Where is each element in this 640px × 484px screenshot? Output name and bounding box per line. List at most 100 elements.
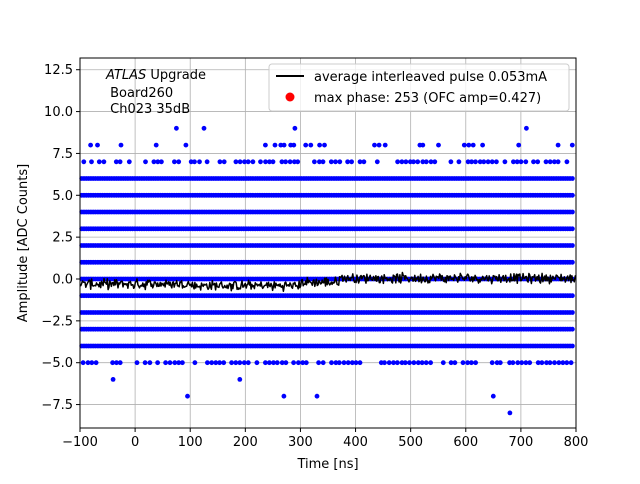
sample-point — [172, 360, 178, 366]
sample-point — [322, 142, 327, 148]
sample-point — [490, 393, 496, 399]
y-tick-label: −2.5 — [41, 314, 73, 329]
sample-point — [237, 377, 243, 382]
sample-point — [279, 360, 285, 366]
x-tick-label: 200 — [233, 435, 258, 450]
sample-point — [552, 159, 557, 165]
sample-point — [568, 360, 574, 366]
sample-point — [465, 360, 470, 366]
sample-point — [192, 360, 198, 366]
sample-point — [519, 360, 525, 366]
sample-point — [357, 360, 363, 366]
sample-point — [515, 360, 521, 366]
sample-point — [399, 360, 405, 366]
sample-point — [473, 159, 478, 165]
sample-point — [197, 159, 202, 165]
sample-point — [523, 159, 529, 165]
y-tick-label: 7.5 — [52, 147, 73, 162]
sample-point — [333, 159, 338, 165]
sample-point — [142, 360, 148, 366]
sample-point — [287, 159, 293, 165]
x-tick-label: 400 — [343, 435, 368, 450]
sample-point — [523, 360, 529, 366]
sample-point — [494, 159, 499, 165]
sample-point — [411, 159, 416, 165]
sample-point — [497, 360, 503, 366]
sample-point — [245, 159, 251, 165]
sample-point — [110, 377, 116, 382]
sample-point — [465, 159, 471, 165]
sample-point — [117, 159, 123, 165]
sample-point — [564, 159, 570, 165]
sample-point — [278, 142, 284, 148]
sample-point — [300, 360, 306, 366]
x-axis-ticks: −100 0 100 200 300 400 500 600 700 800 — [62, 428, 588, 450]
sample-point — [88, 142, 93, 148]
sample-point — [560, 360, 566, 366]
sample-point — [242, 159, 247, 165]
sample-point — [303, 142, 309, 148]
sample-point — [570, 310, 575, 315]
sample-point — [89, 159, 94, 165]
plot-frame — [79, 57, 577, 429]
sample-point — [423, 360, 429, 366]
sample-point — [250, 159, 256, 165]
sample-point — [80, 360, 86, 366]
sample-point — [570, 176, 575, 181]
sample-point — [204, 159, 210, 165]
legend-label-max-phase: max phase: 253 (OFC amp=0.427) — [314, 91, 541, 106]
sample-point — [461, 142, 467, 148]
y-tick-label: 5.0 — [52, 189, 73, 204]
sample-point — [489, 159, 495, 165]
sample-point — [448, 360, 454, 366]
sample-point — [502, 159, 508, 165]
x-tick-label: 700 — [508, 435, 533, 450]
sample-point — [126, 159, 132, 165]
sample-point — [423, 159, 429, 165]
sample-point — [237, 159, 243, 165]
sample-point — [312, 159, 317, 165]
sample-point — [349, 360, 355, 366]
sample-point — [96, 159, 102, 165]
legend-label-average-pulse: average interleaved pulse 0.053mA — [314, 70, 547, 85]
y-axis-label: Amplitude [ADC Counts] — [16, 164, 31, 322]
sample-point — [279, 159, 285, 165]
sample-point — [535, 360, 541, 366]
x-tick-label: 100 — [178, 435, 203, 450]
x-tick-label: 600 — [453, 435, 478, 450]
sample-point — [316, 360, 321, 366]
sample-point — [110, 360, 115, 366]
sample-point — [507, 360, 512, 366]
sample-point — [456, 159, 462, 165]
sample-point — [391, 360, 396, 366]
sample-point — [176, 360, 182, 366]
sample-point — [308, 142, 314, 148]
sample-point — [345, 360, 351, 366]
x-axis-label: Time [ns] — [296, 457, 358, 472]
sample-point — [336, 360, 342, 366]
y-tick-label: −5.0 — [41, 356, 73, 371]
sample-point — [159, 159, 164, 165]
sample-point — [516, 142, 522, 148]
sample-point — [101, 159, 107, 165]
average-pulse-line — [79, 271, 577, 293]
y-tick-label: 2.5 — [52, 231, 73, 246]
sample-point — [241, 360, 247, 366]
sample-point — [543, 159, 549, 165]
sample-point — [292, 125, 298, 131]
sample-point — [172, 159, 177, 165]
sample-point — [570, 192, 575, 198]
y-axis-ticks: −7.5 −5.0 −2.5 0.0 2.5 5.0 7.5 10.0 12.5 — [41, 63, 80, 413]
sample-point — [341, 360, 347, 366]
sample-point — [419, 360, 425, 366]
sample-point — [547, 360, 553, 366]
sample-point — [134, 360, 140, 366]
sample-point — [237, 360, 243, 366]
sample-point — [415, 159, 421, 165]
sample-point — [420, 142, 426, 148]
sample-point — [274, 360, 280, 366]
sample-point — [296, 360, 301, 366]
sample-point — [535, 159, 541, 165]
sample-point — [556, 360, 562, 366]
